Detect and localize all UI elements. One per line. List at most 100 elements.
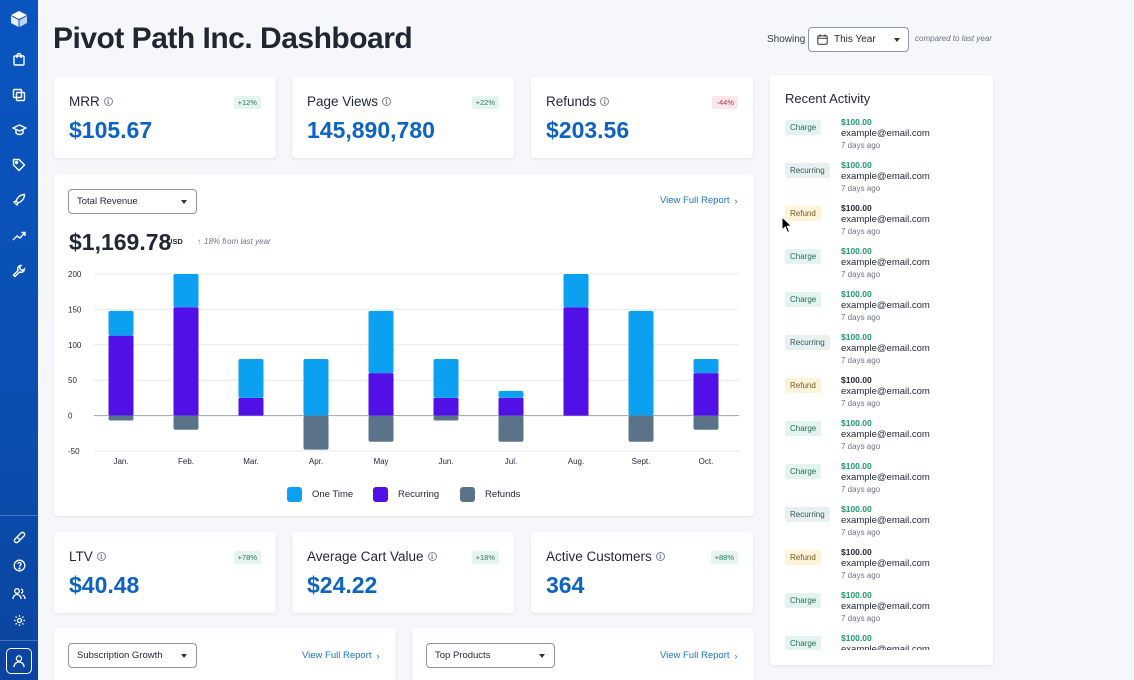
activity-time: 7 days ago xyxy=(841,184,881,193)
stat-value: 145,890,780 xyxy=(307,117,435,143)
bar-recurring xyxy=(498,397,524,416)
x-tick-label: Aug. xyxy=(568,457,584,466)
activity-time: 7 days ago xyxy=(841,614,881,623)
stat-change-badge: +88% xyxy=(710,551,738,564)
user-account-button[interactable] xyxy=(6,648,32,674)
activity-item[interactable]: Recurring $100.00 example@email.com 7 days … xyxy=(785,330,985,370)
activity-time: 7 days ago xyxy=(841,485,881,494)
info-icon[interactable]: i xyxy=(103,97,113,106)
view-full-report-link[interactable]: View Full Report › xyxy=(660,195,738,206)
sidebar-divider xyxy=(0,515,38,516)
shopping-bag-icon[interactable] xyxy=(9,49,29,69)
bar-one-time xyxy=(693,358,719,374)
y-tick-label: 150 xyxy=(68,305,82,314)
activity-time: 7 days ago xyxy=(841,313,881,322)
chevron-down-icon xyxy=(181,200,187,204)
revenue-chart-card: Total Revenue View Full Report › $1,169.7… xyxy=(54,174,754,516)
activity-amount: $100.00 xyxy=(841,160,872,170)
info-icon[interactable]: i xyxy=(96,552,106,561)
recent-activity-panel: Recent Activity Charge $100.00 example@ema… xyxy=(770,75,993,665)
bar-refunds xyxy=(108,415,134,421)
integrations-icon[interactable] xyxy=(9,527,29,547)
wrench-icon[interactable] xyxy=(9,261,29,281)
gear-icon[interactable] xyxy=(9,610,29,630)
info-icon[interactable]: i xyxy=(382,97,392,106)
select-value: Top Products xyxy=(435,650,491,661)
activity-type-badge: Refund xyxy=(785,206,821,221)
subscription-growth-select[interactable]: Subscription Growth xyxy=(68,643,197,668)
info-icon[interactable]: i xyxy=(655,552,665,561)
graduation-cap-icon[interactable] xyxy=(9,120,29,140)
copy-icon[interactable] xyxy=(9,85,29,105)
activity-email: example@email.com xyxy=(841,300,930,311)
activity-time: 7 days ago xyxy=(841,227,881,236)
revenue-change-text: 18% from last year xyxy=(204,237,271,246)
revenue-currency: USD xyxy=(167,237,183,246)
bar-recurring xyxy=(563,307,589,416)
view-full-report-link[interactable]: View Full Report › xyxy=(660,650,738,661)
activity-item[interactable]: Recurring $100.00 example@email.com 7 days … xyxy=(785,158,985,198)
x-tick-label: May xyxy=(373,457,388,466)
stat-change-badge: +12% xyxy=(233,96,261,109)
activity-time: 7 days ago xyxy=(841,141,881,150)
activity-item[interactable]: Refund $100.00 example@email.com 7 days ago xyxy=(785,201,985,241)
help-icon[interactable] xyxy=(9,555,29,575)
metric-select-value: Total Revenue xyxy=(77,196,138,207)
logo-box-icon[interactable] xyxy=(9,9,29,29)
top-products-select[interactable]: Top Products xyxy=(426,643,555,668)
legend-item-refunds[interactable]: Refunds xyxy=(460,487,520,502)
activity-list[interactable]: Charge $100.00 example@email.com 7 days ago… xyxy=(770,115,993,650)
x-tick-label: Feb. xyxy=(178,457,194,466)
stat-change-badge: +22% xyxy=(471,96,499,109)
activity-amount: $100.00 xyxy=(841,375,872,385)
info-icon[interactable]: i xyxy=(600,97,610,106)
chevron-down-icon xyxy=(539,654,545,658)
activity-amount: $100.00 xyxy=(841,203,872,213)
activity-time: 7 days ago xyxy=(841,571,881,580)
activity-email: example@email.com xyxy=(841,515,930,526)
info-icon[interactable]: i xyxy=(427,552,437,561)
tag-icon[interactable] xyxy=(9,155,29,175)
report-link-label: View Full Report xyxy=(660,195,730,206)
activity-time: 7 days ago xyxy=(841,528,881,537)
revenue-bar-chart: 200 150 100 50 0 -50 Jan. Feb. Mar. Apr. May Jun. Ju… xyxy=(68,270,739,466)
period-select[interactable]: This Year xyxy=(808,27,909,52)
activity-item[interactable]: Refund $100.00 example@email.com 7 days ago xyxy=(785,373,985,413)
rocket-icon[interactable] xyxy=(9,190,29,210)
bar-one-time xyxy=(303,358,329,416)
activity-amount: $100.00 xyxy=(841,633,872,643)
showing-label: Showing xyxy=(767,34,806,45)
stat-label: Refunds xyxy=(546,94,597,109)
trend-up-icon[interactable] xyxy=(9,226,29,246)
legend-item-one-time[interactable]: One Time xyxy=(287,487,353,502)
legend-item-recurring[interactable]: Recurring xyxy=(373,487,439,502)
metric-select[interactable]: Total Revenue xyxy=(68,189,197,214)
activity-email: example@email.com xyxy=(841,644,930,650)
legend-swatch xyxy=(287,487,302,502)
stat-card-average-cart-value: Average Cart Value i +18% $24.22 xyxy=(292,532,514,613)
activity-item[interactable]: Refund $100.00 example@email.com 7 days ago xyxy=(785,545,985,585)
bar-refunds xyxy=(433,415,459,421)
stat-label: Page Views xyxy=(307,94,379,109)
bar-refunds xyxy=(173,415,199,430)
bar-one-time xyxy=(433,358,459,398)
users-icon[interactable] xyxy=(9,583,29,603)
view-full-report-link[interactable]: View Full Report › xyxy=(302,650,380,661)
legend-swatch xyxy=(373,487,388,502)
calendar-icon xyxy=(817,34,828,45)
x-tick-label: Jan. xyxy=(113,457,128,466)
activity-email: example@email.com xyxy=(841,429,930,440)
bar-one-time xyxy=(238,358,264,398)
y-tick-label: 100 xyxy=(68,341,82,350)
stat-label: Average Cart Value xyxy=(307,549,424,564)
activity-item[interactable]: Recurring $100.00 example@email.com 7 days … xyxy=(785,502,985,542)
activity-amount: $100.00 xyxy=(841,547,872,557)
revenue-change: ↑ 18% from last year xyxy=(197,237,271,246)
